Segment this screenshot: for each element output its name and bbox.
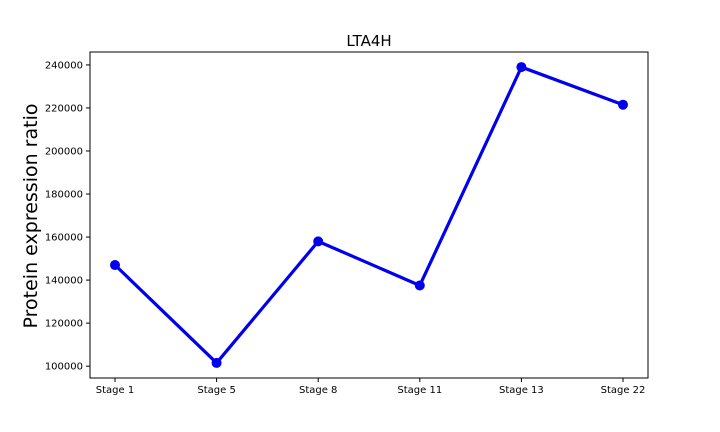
x-tick-label: Stage 1 xyxy=(96,385,134,396)
data-point xyxy=(313,236,324,247)
y-tick-label: 140000 xyxy=(45,276,83,287)
chart-title: LTA4H xyxy=(346,32,391,50)
x-axis-ticks: Stage 1 Stage 5 Stage 8 Stage 11 Stage 13 Sta… xyxy=(96,378,646,396)
y-tick-label: 200000 xyxy=(45,146,83,157)
series-lines xyxy=(113,65,624,365)
data-point xyxy=(414,280,425,291)
data-point xyxy=(211,357,222,368)
data-point xyxy=(516,62,527,73)
y-tick-label: 160000 xyxy=(45,233,83,244)
y-tick-label: 180000 xyxy=(45,190,83,201)
series-points xyxy=(110,62,628,368)
x-tick-label: Stage 11 xyxy=(397,385,442,396)
x-tick-label: Stage 13 xyxy=(499,385,544,396)
x-tick-label: Stage 5 xyxy=(197,385,235,396)
series-line xyxy=(113,65,624,365)
plot-area-frame xyxy=(89,51,649,379)
y-tick-label: 220000 xyxy=(45,103,83,114)
x-tick-label: Stage 22 xyxy=(601,385,646,396)
y-axis-label: Protein expression ratio xyxy=(20,104,42,329)
y-tick-label: 240000 xyxy=(45,60,83,71)
data-point xyxy=(110,260,120,271)
y-tick-label: 100000 xyxy=(45,362,83,373)
y-axis-ticks: 100000 120000 140000 160000 180000 200000 2200… xyxy=(45,60,90,373)
x-tick-label: Stage 8 xyxy=(299,385,337,396)
data-point xyxy=(618,99,628,110)
y-tick-label: 120000 xyxy=(45,319,83,330)
